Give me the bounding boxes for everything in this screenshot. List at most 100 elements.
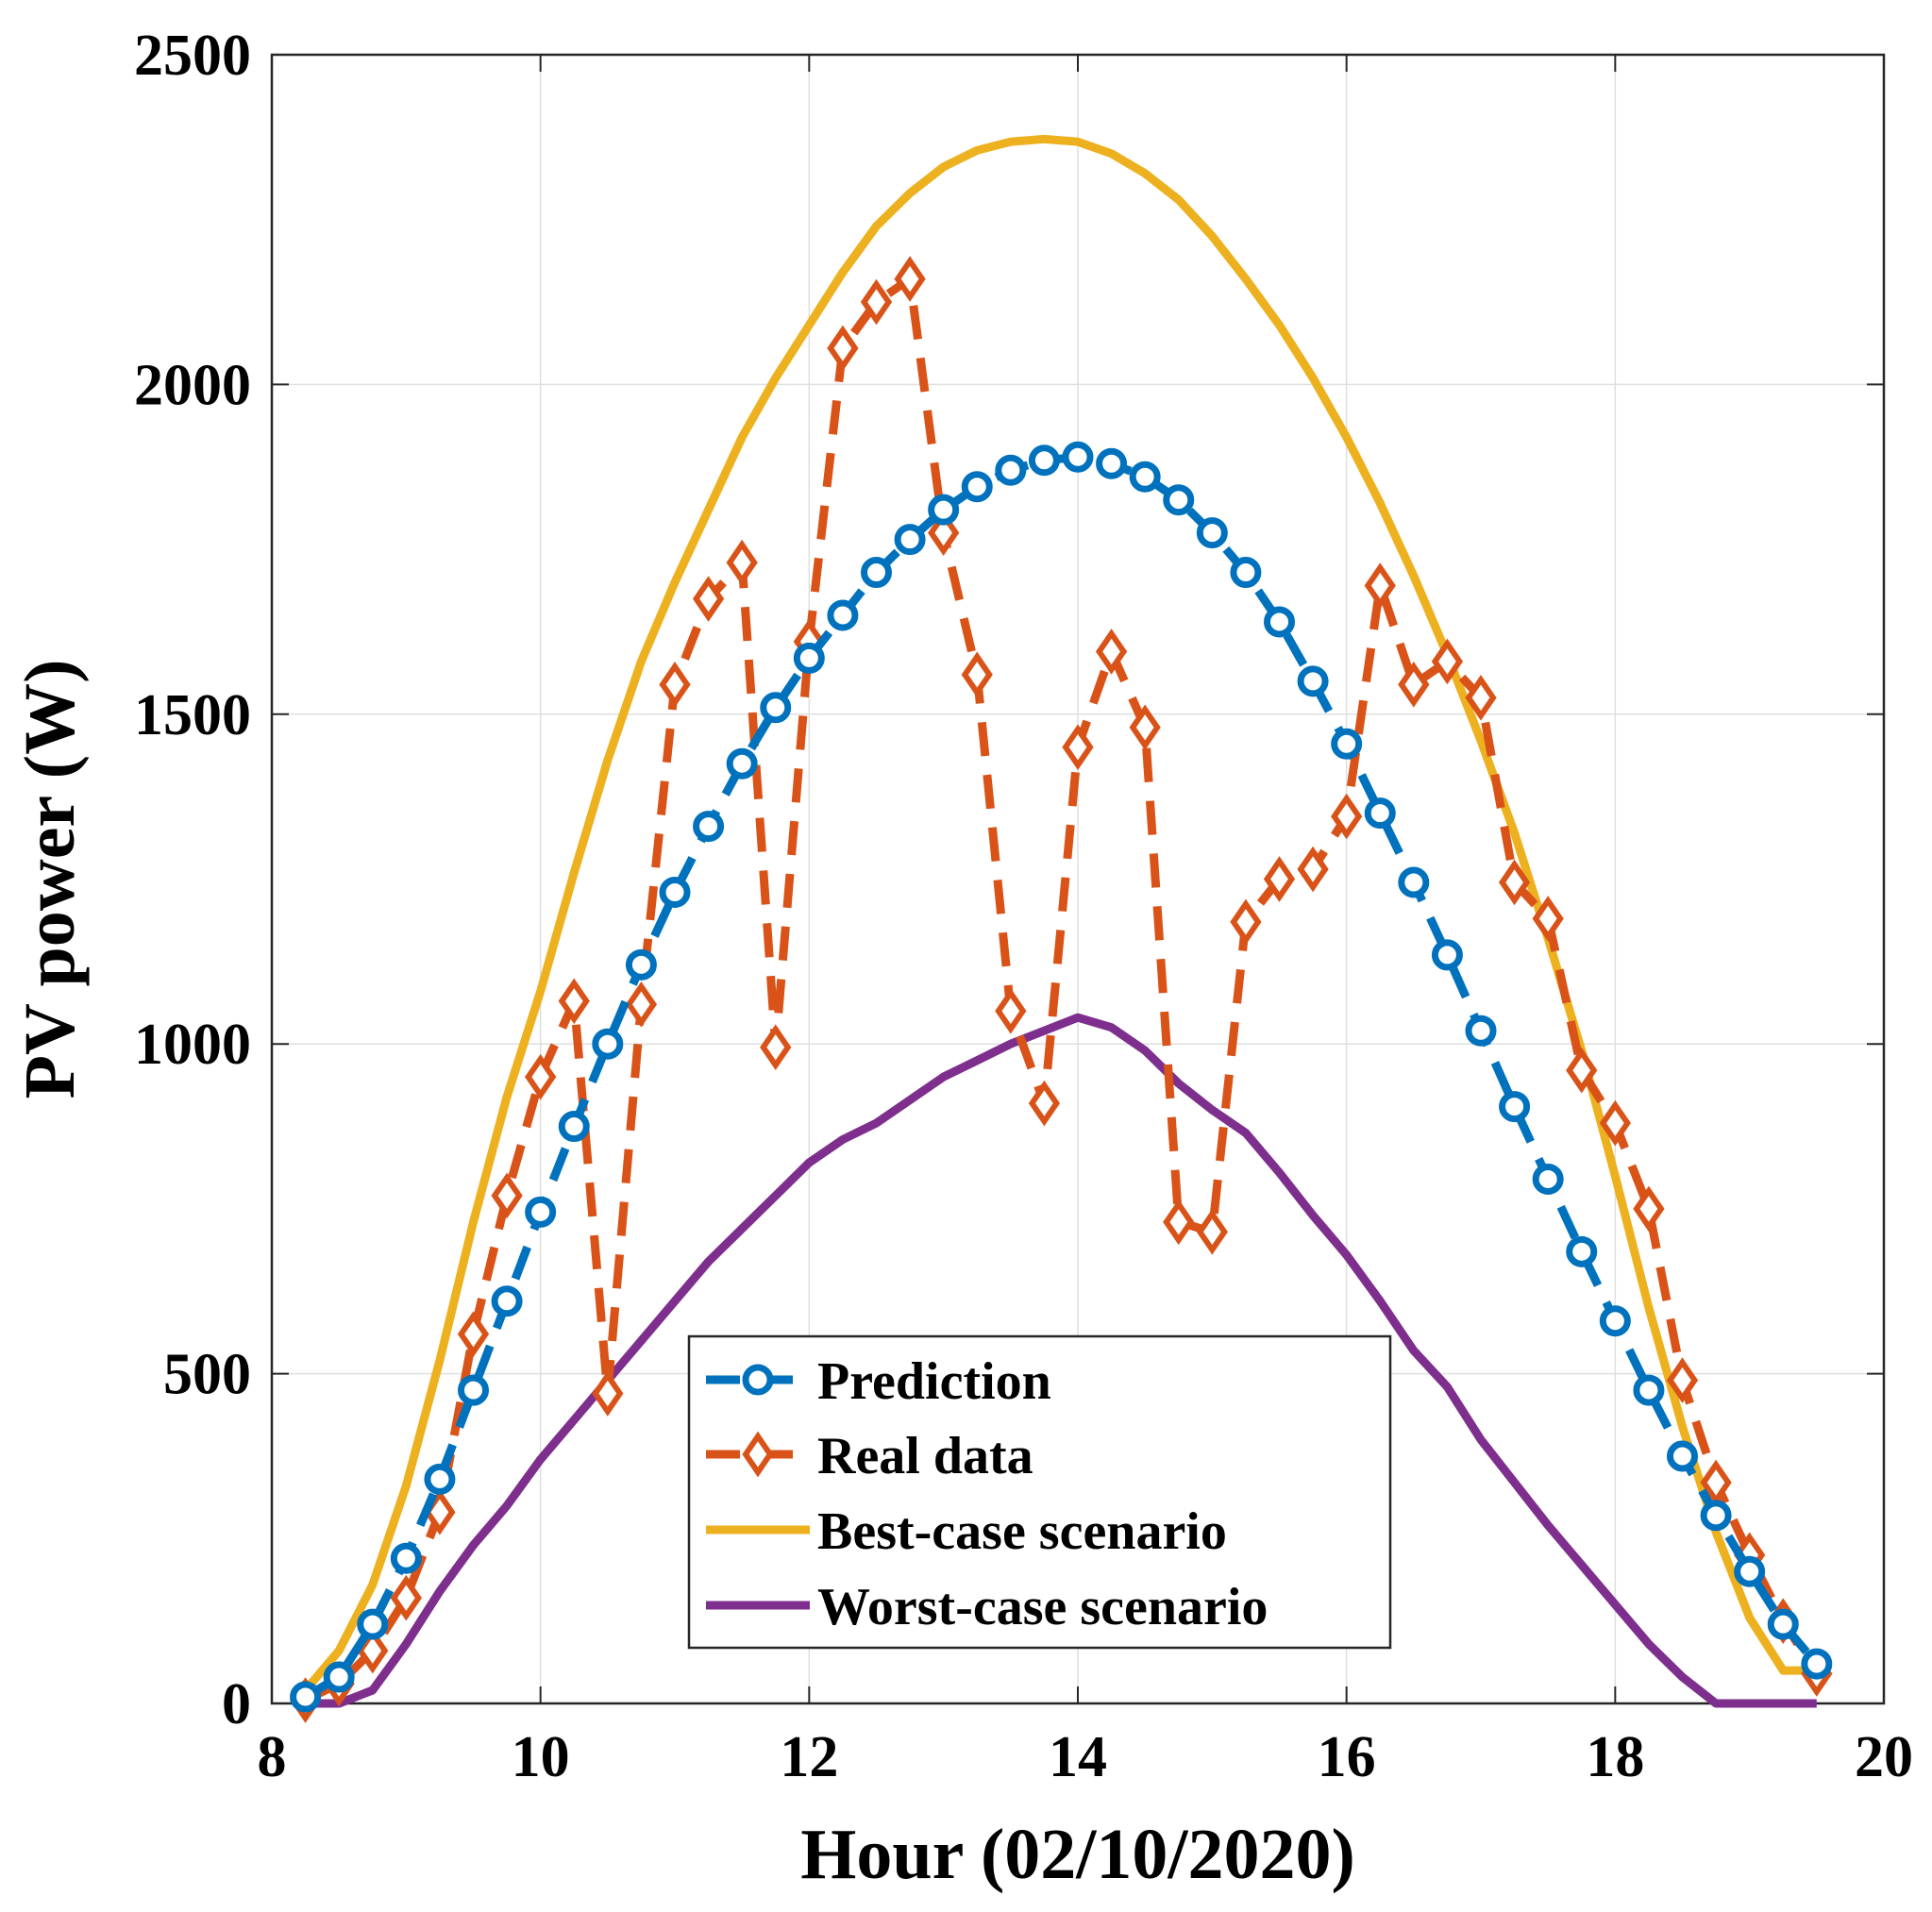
real-data-point [995,987,1027,1034]
legend-box [687,1334,1392,1650]
real-data-point [625,981,658,1028]
prediction-point [290,1681,322,1713]
y-tick-label: 0 [222,1672,251,1736]
prediction-point [793,642,825,674]
x-tick-label: 16 [1318,1725,1376,1789]
series-real-data [289,256,1833,1723]
x-tick-label: 8 [258,1725,287,1789]
prediction-point [1129,461,1161,493]
prediction-point [961,471,993,503]
prediction-line [303,452,1821,1701]
prediction-point [592,1028,624,1060]
prediction-point [558,1111,590,1143]
x-tick-label: 12 [780,1725,838,1789]
real-data-point [1599,1099,1631,1147]
real-data-point [860,278,893,326]
real-data-point [1364,562,1396,609]
real-data-point [1331,793,1363,840]
prediction-point [928,494,960,526]
x-axis-title: Hour (02/10/2020) [800,1815,1355,1894]
x-tick-label: 20 [1855,1725,1913,1789]
real-data-point [726,539,758,586]
prediction-point [1230,557,1262,589]
real-data-point [1028,1080,1061,1127]
prediction-point [1331,728,1363,760]
prediction-point [1196,517,1228,549]
real-data-point [827,325,859,372]
axis-ticks [271,54,1885,1704]
prediction-point [1264,606,1295,638]
real-data-point [1532,896,1564,942]
prediction-point [390,1542,422,1574]
real-data-point [525,1053,557,1100]
prediction-point [1062,441,1094,473]
axis-labels: 8 10 12 14 16 18 20 0 500 1000 1500 2000 2500 Hour (0… [10,24,1913,1894]
prediction-point [323,1661,355,1693]
series-lines [289,134,1833,1723]
prediction-point [861,557,892,589]
real-data-point [760,1024,792,1071]
y-tick-label: 500 [163,1343,251,1407]
real-data-point [1196,1209,1228,1255]
real-data-point [558,978,590,1025]
prediction-point [1364,797,1396,830]
real-data-point [1095,629,1128,675]
legend-real-data-marker [742,1431,774,1478]
y-tick-label: 1000 [134,1013,251,1077]
real-data-point [457,1311,490,1357]
prediction-point [1633,1374,1665,1406]
prediction-point [491,1285,523,1317]
x-tick-label: 18 [1586,1725,1644,1789]
real-data-point [692,576,725,622]
prediction-point [1398,866,1430,898]
prediction-point [1801,1648,1833,1680]
prediction-point [1431,939,1463,971]
worst-case-scenario-line [305,1013,1817,1708]
y-tick-label: 1500 [134,683,251,747]
real-data-point [1633,1185,1665,1233]
prediction-point [424,1463,456,1495]
legend-best-case-scenario-label: Best-case scenario [817,1502,1227,1561]
prediction-point [1096,447,1128,479]
prediction-point [1028,444,1060,477]
real-data-point [1666,1357,1699,1403]
real-data-point [1431,638,1464,685]
prediction-point [760,692,792,724]
real-data-point [659,662,691,708]
series-prediction [290,441,1833,1713]
prediction-point [1297,665,1329,697]
series-worst-case-scenario [305,1013,1817,1708]
real-data-point [1263,856,1296,902]
real-data-point [1566,1047,1598,1094]
real-data-point [592,1370,624,1417]
legend-prediction-label: Prediction [817,1352,1051,1411]
real-data-point [491,1172,523,1219]
real-data-point [894,256,926,302]
prediction-point [1700,1500,1732,1532]
prediction-point [458,1374,489,1406]
real-data-point [1062,724,1094,771]
prediction-point [1532,1163,1564,1195]
prediction-point [1566,1235,1598,1267]
prediction-point [357,1608,389,1640]
y-tick-label: 2000 [134,353,251,417]
legend-worst-case-scenario-label: Worst-case scenario [817,1578,1268,1636]
legend: Prediction Real data Best-case scenario Wor… [687,1334,1392,1650]
x-tick-label: 14 [1049,1725,1107,1789]
prediction-point [625,948,657,981]
prediction-point [1599,1305,1631,1337]
y-tick-label: 2500 [134,24,251,88]
real-data-point [1297,846,1329,893]
real-data-point [1398,662,1430,708]
y-axis-title: PV power (W) [10,660,90,1099]
legend-real-data-label: Real data [817,1427,1033,1485]
x-tick-label: 10 [512,1725,570,1789]
real-data-line [303,275,1821,1704]
prediction-point [1499,1091,1531,1123]
real-data-point [1465,675,1497,721]
real-data-point [1230,898,1262,946]
real-data-point [1498,859,1531,906]
prediction-point [995,454,1027,486]
prediction-point [693,811,725,843]
prediction-point [1163,484,1195,516]
